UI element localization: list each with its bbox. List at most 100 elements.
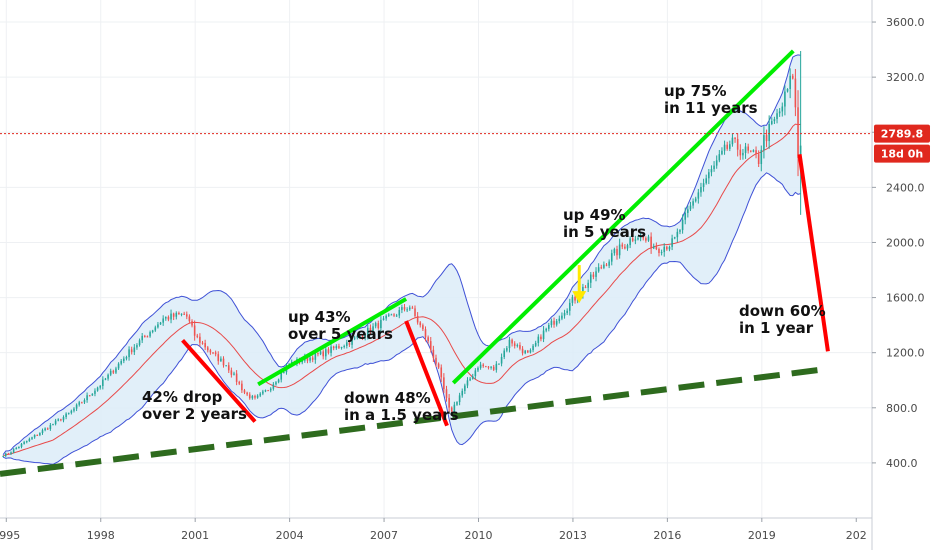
candle-body bbox=[204, 343, 206, 348]
annotations: 42% drop over 2 years up 43% over 5 years do… bbox=[142, 82, 826, 424]
band-fill bbox=[3, 54, 801, 465]
annotation-5: down 60% in 1 year bbox=[739, 302, 826, 337]
candle-body bbox=[624, 246, 626, 249]
candle-body bbox=[715, 160, 718, 166]
candle-body bbox=[676, 231, 679, 238]
candle-body bbox=[710, 169, 713, 173]
annotation-line: in a 1.5 years bbox=[344, 406, 459, 424]
candle-body bbox=[325, 349, 327, 357]
candle-body bbox=[631, 238, 634, 241]
candle-body bbox=[521, 348, 524, 354]
candle-body bbox=[422, 325, 424, 330]
candle-body bbox=[621, 244, 624, 247]
trendline-5 bbox=[0, 366, 826, 477]
candle-body bbox=[401, 307, 403, 310]
candle-body bbox=[613, 248, 616, 254]
candle-body bbox=[36, 434, 39, 436]
candle-body bbox=[130, 349, 133, 353]
candle-body bbox=[729, 144, 731, 149]
trendline-0 bbox=[181, 338, 257, 423]
candle-body bbox=[364, 335, 366, 338]
candle-body bbox=[568, 302, 571, 311]
candle-body bbox=[109, 370, 112, 375]
candle-body bbox=[406, 309, 408, 311]
trendline-2 bbox=[404, 320, 449, 427]
candle-body bbox=[692, 201, 694, 206]
trendlines bbox=[0, 49, 872, 477]
candle-body bbox=[550, 320, 553, 326]
annotation-line: up 49% bbox=[563, 206, 626, 224]
candle-body bbox=[655, 246, 658, 250]
candle-body bbox=[20, 443, 23, 447]
candle-body bbox=[658, 249, 660, 253]
candle-body bbox=[736, 138, 739, 150]
candle-body bbox=[634, 239, 637, 241]
candle-body bbox=[338, 346, 340, 348]
candle-body bbox=[162, 318, 164, 323]
candle-body bbox=[673, 237, 676, 239]
candle-body bbox=[107, 374, 109, 379]
y-tick-label: 1600.0 bbox=[886, 292, 925, 305]
candle-body bbox=[112, 370, 115, 373]
annotation-3: up 49% in 5 years bbox=[563, 206, 646, 241]
candle-body bbox=[487, 366, 490, 368]
candle-body bbox=[4, 453, 7, 456]
annotation-line: over 2 years bbox=[142, 405, 247, 423]
candle-body bbox=[361, 335, 364, 338]
candle-body bbox=[765, 135, 768, 142]
candle-body bbox=[474, 370, 477, 377]
candle-body bbox=[466, 380, 469, 386]
candle-body bbox=[592, 274, 595, 277]
candle-body bbox=[427, 337, 429, 342]
candle-body bbox=[763, 135, 765, 150]
candle-body bbox=[193, 325, 196, 336]
candle-body bbox=[694, 198, 697, 202]
candle-body bbox=[83, 400, 86, 403]
candle-body bbox=[164, 316, 167, 319]
candle-body bbox=[154, 327, 157, 331]
candle-body bbox=[705, 178, 708, 184]
candle-body bbox=[642, 235, 645, 239]
candle-body bbox=[94, 390, 96, 394]
candle-body bbox=[548, 325, 550, 329]
candle-body bbox=[123, 358, 125, 362]
candle-body bbox=[797, 107, 799, 159]
candle-body bbox=[687, 209, 689, 213]
candle-body bbox=[527, 350, 529, 353]
candle-body bbox=[416, 315, 419, 323]
annotation-line: in 11 years bbox=[664, 99, 758, 117]
candle-body bbox=[799, 145, 802, 159]
candle-body bbox=[10, 452, 12, 454]
annotation-line: up 43% bbox=[288, 308, 351, 326]
timer-badge-label: 18d 0h bbox=[881, 148, 924, 161]
candle-body bbox=[645, 238, 647, 241]
candle-body bbox=[697, 192, 700, 199]
candle-body bbox=[67, 412, 70, 414]
candle-body bbox=[608, 261, 610, 266]
candle-body bbox=[102, 379, 104, 386]
timer-badge bbox=[874, 144, 930, 163]
annotation-line: 42% drop bbox=[142, 388, 223, 406]
candle-body bbox=[443, 377, 445, 390]
annotation-0: 42% drop over 2 years bbox=[142, 388, 247, 423]
candle-body bbox=[629, 238, 631, 246]
candle-body bbox=[275, 382, 277, 385]
candle-body bbox=[15, 447, 18, 450]
candle-body bbox=[196, 335, 199, 337]
candle-body bbox=[172, 313, 175, 317]
candle-body bbox=[125, 357, 128, 359]
candle-body bbox=[668, 246, 671, 250]
candle-body bbox=[403, 307, 406, 310]
lower-band bbox=[2, 172, 801, 465]
candle-body bbox=[587, 282, 589, 288]
candle-body bbox=[555, 321, 558, 325]
candle-body bbox=[233, 373, 235, 375]
candle-body bbox=[217, 354, 220, 362]
candle-body bbox=[708, 172, 710, 179]
y-tick-label: 1200.0 bbox=[886, 347, 925, 360]
candle-body bbox=[718, 154, 721, 161]
candle-body bbox=[508, 339, 511, 349]
candle-body bbox=[524, 350, 526, 354]
candle-body bbox=[432, 349, 435, 358]
